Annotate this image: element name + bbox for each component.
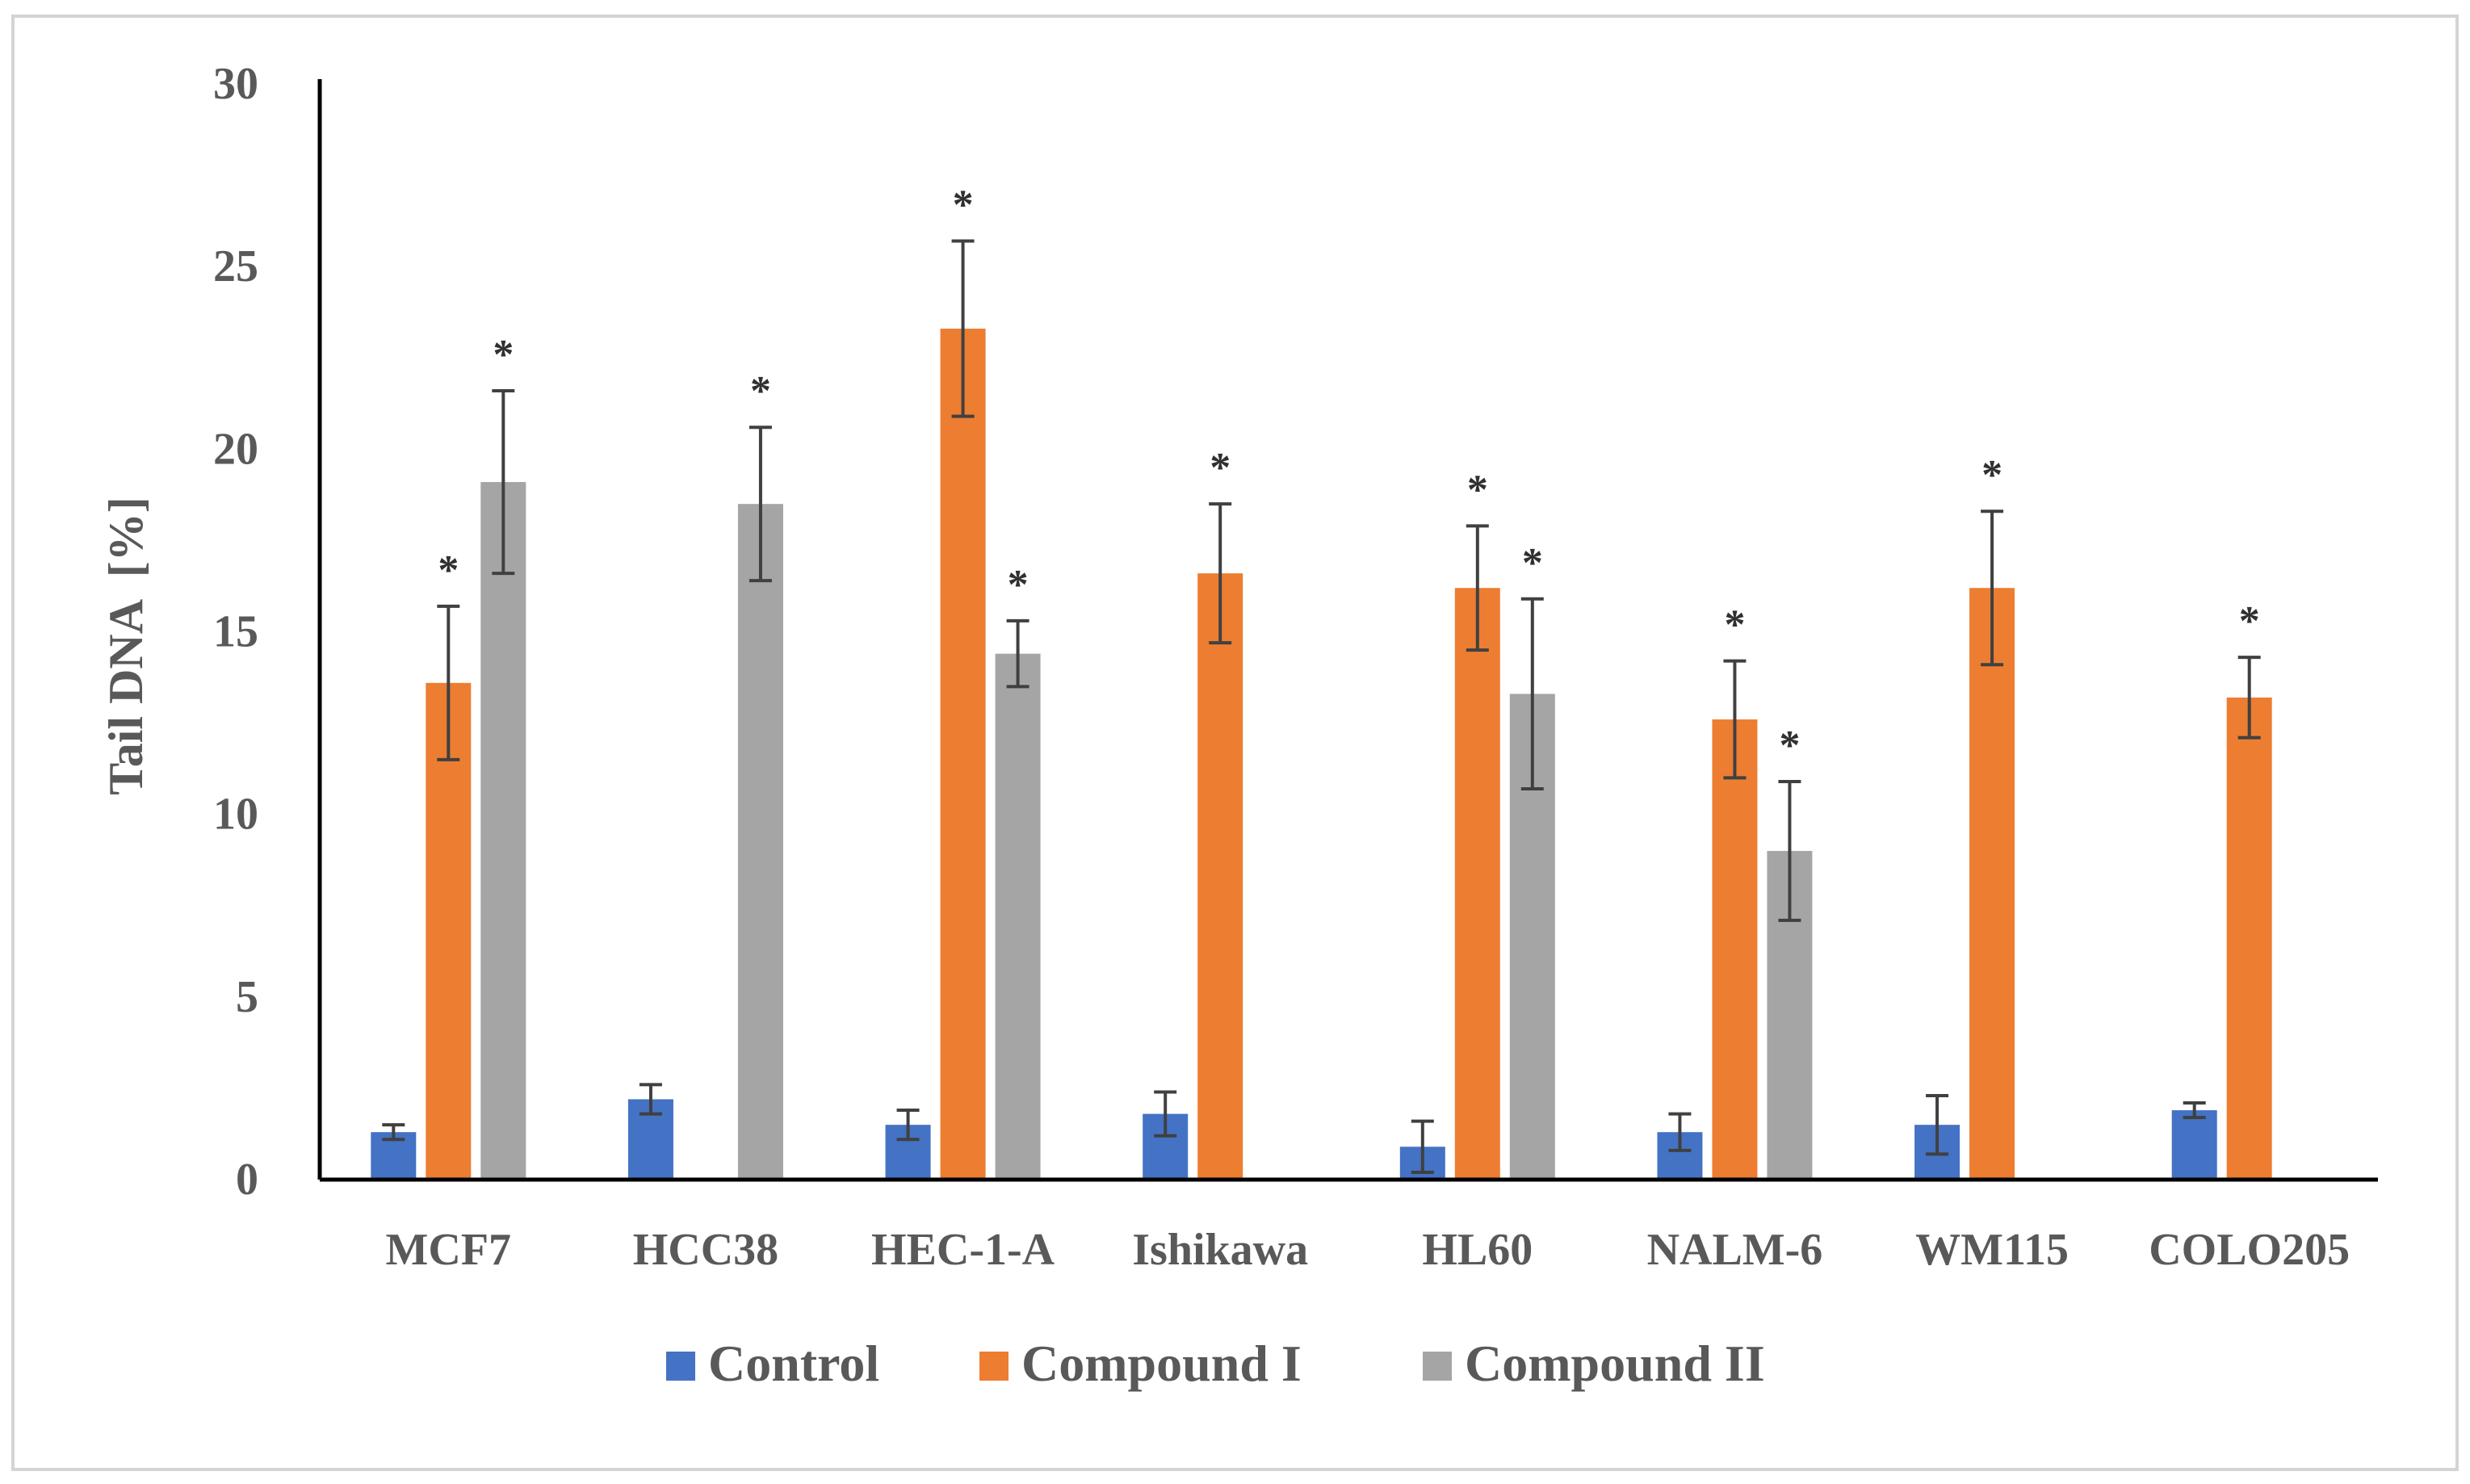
legend-swatch-compound-ii (1423, 1352, 1452, 1381)
bar-compound-i (940, 329, 986, 1180)
legend-swatch-compound-i (979, 1352, 1009, 1381)
significance-marker: * (1981, 452, 2002, 498)
tail-dna-bar-chart: 0 5 10 15 20 25 30 Tail DNA [%] * * MCF7 * HCC38 * * HE… (99, 59, 2378, 1392)
x-category-label: HL60 (1422, 1225, 1533, 1275)
significance-marker: * (1779, 723, 1800, 769)
bar-compound-ii (995, 653, 1041, 1180)
x-category-label: WM115 (1915, 1225, 2069, 1275)
y-axis-title: Tail DNA [%] (99, 497, 153, 795)
x-category-label: HEC-1-A (871, 1225, 1055, 1275)
significance-marker: * (1210, 445, 1231, 491)
significance-marker: * (750, 368, 771, 414)
bar-compound-i (426, 682, 472, 1180)
y-tick-label: 10 (213, 790, 258, 840)
bar-compound-ii (737, 504, 783, 1180)
bar-compound-i (1454, 588, 1500, 1180)
bar-control (2171, 1110, 2217, 1180)
bar-compound-i (1197, 573, 1243, 1180)
x-category-label: NALM-6 (1647, 1225, 1823, 1275)
significance-marker: * (493, 332, 514, 378)
x-category-label: Ishikawa (1132, 1225, 1308, 1275)
legend-label-control: Control (708, 1335, 879, 1392)
x-category-label: MCF7 (386, 1225, 512, 1275)
bar-compound-i (2226, 697, 2272, 1180)
y-tick-label: 25 (213, 241, 258, 291)
y-tick-label: 0 (236, 1155, 258, 1205)
x-category-label: COLO205 (2149, 1225, 2350, 1275)
significance-marker: * (1467, 467, 1488, 513)
y-tick-label: 30 (213, 59, 258, 109)
y-tick-label: 15 (213, 607, 258, 657)
significance-marker: * (953, 182, 974, 228)
legend-swatch-control (666, 1352, 695, 1381)
significance-marker: * (2239, 598, 2260, 644)
bar-compound-ii (480, 482, 526, 1180)
legend-label-compound-ii: Compound II (1465, 1335, 1765, 1392)
bar-compound-i (1712, 719, 1758, 1180)
y-tick-label: 20 (213, 424, 258, 474)
significance-marker: * (1724, 602, 1745, 648)
y-tick-label: 5 (236, 972, 258, 1022)
bar-compound-i (1969, 588, 2015, 1180)
legend-label-compound-i: Compound I (1021, 1335, 1302, 1392)
x-category-label: HCC38 (633, 1225, 778, 1275)
chart-frame: 0 5 10 15 20 25 30 Tail DNA [%] * * MCF7 * HCC38 * * HE… (11, 15, 2459, 1471)
significance-marker: * (1522, 540, 1543, 586)
significance-marker: * (438, 547, 459, 593)
significance-marker: * (1008, 562, 1029, 608)
